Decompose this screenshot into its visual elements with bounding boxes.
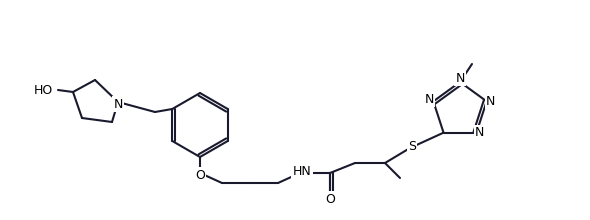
Text: N: N xyxy=(475,126,484,139)
Text: O: O xyxy=(325,192,335,205)
Text: N: N xyxy=(455,72,465,84)
Text: S: S xyxy=(408,139,416,152)
Text: O: O xyxy=(195,169,205,182)
Text: HN: HN xyxy=(293,165,312,178)
Text: N: N xyxy=(486,95,496,108)
Text: HO: HO xyxy=(34,84,53,97)
Text: N: N xyxy=(425,93,434,106)
Text: N: N xyxy=(113,97,123,110)
